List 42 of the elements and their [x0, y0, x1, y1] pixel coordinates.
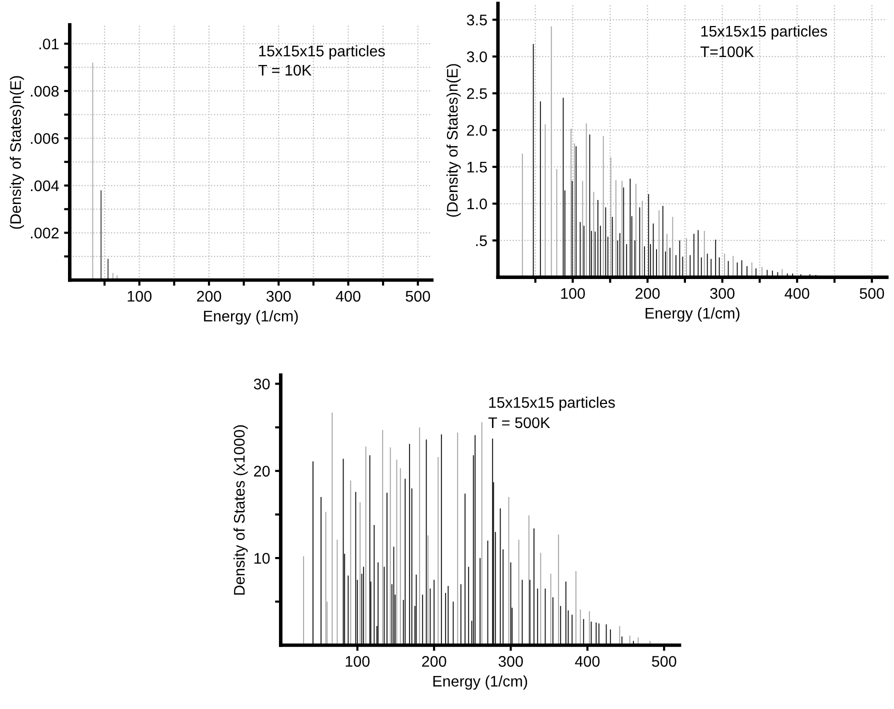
annotation: T=100K: [700, 46, 754, 58]
y-axis-title: (Density of States)n(E): [10, 76, 24, 229]
y-tick-label: .008: [30, 86, 59, 97]
y-tick-label: 3.5: [466, 14, 487, 26]
x-tick-label: 100: [346, 656, 370, 667]
x-tick-label: 400: [336, 290, 360, 302]
annotation: 15x15x15 particles: [489, 396, 615, 411]
x-tick-label: 300: [498, 656, 523, 667]
x-tick-label: 200: [636, 288, 660, 299]
y-tick-label: 30: [254, 378, 270, 390]
annotation: T = 10K: [258, 64, 312, 76]
x-axis-title: Energy (1/cm): [433, 675, 528, 690]
y-tick-label: .006: [30, 133, 59, 144]
y-axis-title: Density of States (x1000): [234, 425, 248, 595]
x-tick-label: 200: [422, 656, 446, 667]
annotation: 15x15x15 particles: [701, 25, 828, 40]
y-tick-label: 3.0: [466, 51, 487, 62]
y-tick-label: 20: [254, 466, 270, 477]
y-tick-label: 2.0: [467, 124, 487, 136]
x-tick-label: 400: [575, 656, 600, 667]
y-tick-label: .002: [30, 228, 59, 238]
y-axis-title: (Density of States)n(E): [446, 64, 461, 217]
x-axis-title: Energy (1/cm): [646, 307, 740, 322]
x-tick-label: 300: [266, 290, 291, 302]
y-tick-label: .5: [476, 235, 487, 246]
x-tick-label: 100: [128, 290, 152, 302]
x-tick-label: 100: [561, 288, 585, 299]
y-tick-label: 1.5: [467, 162, 487, 173]
x-axis-title: Energy (1/cm): [204, 310, 298, 325]
x-tick-label: 500: [860, 288, 884, 299]
x-tick-label: 300: [710, 288, 734, 299]
y-tick-label: .004: [30, 180, 59, 192]
annotation: T = 500K: [488, 417, 550, 428]
x-tick-label: 200: [197, 290, 222, 302]
y-tick-label: 10: [254, 552, 270, 564]
x-tick-label: 400: [784, 288, 810, 299]
x-tick-label: 500: [406, 290, 430, 302]
y-tick-label: 2.5: [467, 88, 487, 99]
y-tick-label: .01: [39, 38, 59, 50]
x-tick-label: 500: [652, 656, 676, 667]
annotation: 15x15x15 particles: [259, 45, 385, 60]
y-tick-label: 1.0: [467, 198, 487, 210]
